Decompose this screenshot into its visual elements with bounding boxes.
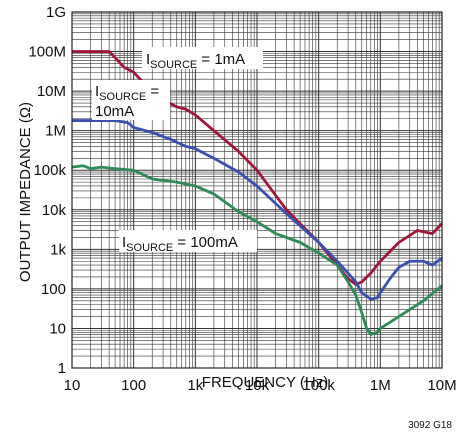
x-tick-label: 1M [370,377,391,394]
y-tick-label: 10 [49,320,66,337]
x-tick-label: 10M [427,377,456,394]
y-tick-label: 1M [45,123,66,140]
y-tick-label: 100 [41,281,66,298]
label-100mA: ISOURCE = 100mA [119,230,257,254]
x-tick-label: 10 [64,377,81,394]
label-1mA: ISOURCE = 1mA [142,47,263,71]
series-line-3 [71,164,443,336]
svg-text:ISOURCE = 100mA: ISOURCE = 100mA [122,234,238,254]
y-tick-label: 10k [42,202,67,219]
y-tick-label: 1G [46,4,66,21]
y-tick-label: 1k [50,241,66,258]
y-tick-label: 10M [37,83,66,100]
x-axis-title: FREQUENCY (Hz) [202,374,328,391]
svg-text:ISOURCE =: ISOURCE = [95,83,159,103]
svg-text:10mA: 10mA [95,103,134,120]
x-tick-label: 100k [302,377,335,394]
y-tick-label: 1 [58,360,66,377]
series-layer [71,50,444,336]
y-tick-label: 100k [33,162,66,179]
series-line-2 [72,119,443,301]
x-tick-label: 100 [121,377,146,394]
svg-text:ISOURCE = 1mA: ISOURCE = 1mA [146,51,245,71]
figure-code: 3092 G18 [408,420,452,431]
label-10mA: ISOURCE = 10mA [92,80,170,120]
series-line-1 [72,50,444,286]
x-tick-label: 1k [187,377,203,394]
x-tick-labels: 10 100 1k 10k 100k 1M 10M [64,377,457,394]
y-tick-labels: 1 10 100 1k 10k 100k 1M 10M 100M 1G [28,4,66,377]
x-tick-label: 10k [245,377,270,394]
plot-frame [71,11,443,369]
y-axis-title: OUTPUT IMPEDANCE (Ω) [17,102,34,282]
y-tick-label: 100M [28,44,66,61]
